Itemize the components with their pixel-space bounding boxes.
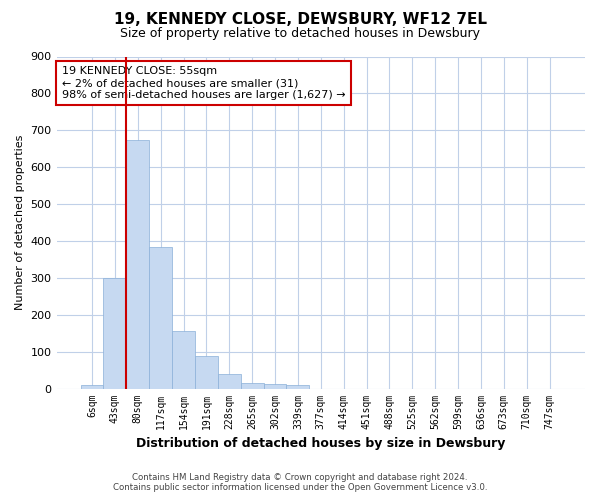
X-axis label: Distribution of detached houses by size in Dewsbury: Distribution of detached houses by size …: [136, 437, 505, 450]
Bar: [149, 246, 172, 388]
Bar: [127, 140, 149, 388]
Bar: [241, 383, 263, 388]
Bar: [286, 385, 310, 388]
Bar: [263, 384, 286, 388]
Bar: [103, 278, 127, 388]
Bar: [172, 332, 195, 388]
Bar: [218, 374, 241, 388]
Y-axis label: Number of detached properties: Number of detached properties: [15, 135, 25, 310]
Bar: [80, 385, 103, 388]
Bar: [195, 356, 218, 388]
Text: Size of property relative to detached houses in Dewsbury: Size of property relative to detached ho…: [120, 28, 480, 40]
Text: 19, KENNEDY CLOSE, DEWSBURY, WF12 7EL: 19, KENNEDY CLOSE, DEWSBURY, WF12 7EL: [113, 12, 487, 28]
Text: 19 KENNEDY CLOSE: 55sqm
← 2% of detached houses are smaller (31)
98% of semi-det: 19 KENNEDY CLOSE: 55sqm ← 2% of detached…: [62, 66, 346, 100]
Text: Contains HM Land Registry data © Crown copyright and database right 2024.
Contai: Contains HM Land Registry data © Crown c…: [113, 473, 487, 492]
